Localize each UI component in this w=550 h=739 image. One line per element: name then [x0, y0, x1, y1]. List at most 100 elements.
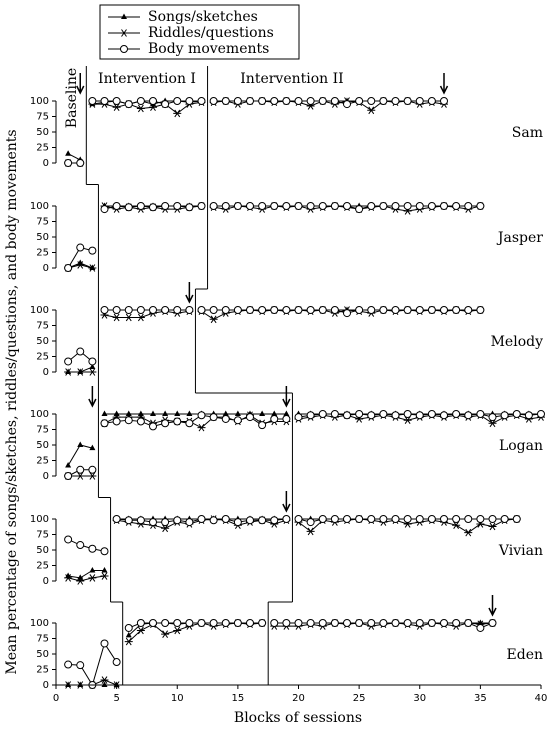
marker — [464, 411, 473, 420]
marker — [100, 572, 109, 580]
marker — [355, 306, 364, 314]
y-tick-label: 100 — [30, 201, 49, 212]
marker — [185, 306, 194, 314]
marker — [209, 516, 218, 525]
marker — [65, 150, 72, 156]
x-tick-label: 25 — [353, 693, 366, 704]
series-line — [67, 444, 93, 466]
marker — [452, 202, 461, 210]
marker — [379, 306, 388, 314]
marker — [234, 410, 241, 416]
y-tick-label: 75 — [36, 425, 49, 436]
marker — [343, 309, 351, 318]
marker — [294, 515, 303, 523]
marker — [246, 413, 254, 422]
marker — [440, 515, 448, 523]
marker — [209, 413, 218, 422]
marker — [258, 97, 267, 105]
marker — [64, 159, 73, 167]
marker — [367, 619, 376, 627]
marker — [162, 410, 169, 416]
marker — [343, 515, 351, 523]
marker — [258, 306, 267, 314]
marker — [391, 306, 400, 314]
marker — [355, 97, 364, 105]
y-tick-label: 50 — [36, 649, 49, 660]
marker — [112, 515, 121, 523]
marker — [88, 472, 97, 480]
marker — [77, 259, 84, 266]
marker — [318, 515, 327, 523]
marker — [233, 619, 242, 627]
marker — [174, 410, 181, 416]
marker — [100, 419, 109, 428]
marker — [173, 109, 182, 118]
marker — [76, 368, 85, 376]
marker — [149, 103, 157, 111]
marker — [355, 619, 364, 627]
marker — [161, 419, 170, 428]
y-tick-label: 50 — [36, 545, 49, 556]
marker — [246, 516, 254, 525]
marker — [173, 202, 182, 210]
marker — [197, 202, 206, 210]
marker — [476, 202, 485, 210]
marker — [209, 306, 218, 314]
marker — [64, 368, 73, 376]
y-tick-label: 0 — [43, 367, 49, 378]
marker — [246, 619, 254, 627]
marker — [124, 203, 133, 212]
marker — [330, 515, 339, 523]
marker — [427, 97, 436, 105]
marker — [124, 623, 133, 632]
marker — [403, 202, 412, 210]
marker — [488, 419, 497, 428]
y-tick-label: 75 — [36, 634, 49, 645]
marker — [415, 306, 424, 314]
y-tick-label: 75 — [36, 530, 49, 541]
marker — [258, 421, 267, 430]
series-line — [92, 100, 202, 105]
y-tick-label: 0 — [43, 576, 49, 587]
marker — [258, 202, 267, 210]
marker — [403, 410, 412, 418]
marker — [282, 414, 291, 423]
marker — [161, 306, 170, 314]
marker — [149, 306, 157, 314]
marker — [246, 306, 254, 314]
marker — [379, 515, 388, 523]
marker — [100, 205, 109, 214]
marker — [270, 97, 279, 105]
panel-label: Jasper — [496, 230, 543, 246]
marker — [391, 411, 400, 420]
series-line — [128, 622, 263, 642]
marker — [161, 619, 170, 627]
marker — [294, 202, 303, 210]
marker — [343, 619, 351, 627]
marker — [100, 639, 109, 648]
marker — [464, 619, 473, 627]
legend-label: Riddles/questions — [148, 25, 274, 41]
marker — [367, 411, 376, 420]
marker — [64, 264, 73, 272]
marker — [197, 411, 206, 420]
y-tick-label: 100 — [30, 514, 49, 525]
marker — [173, 306, 182, 314]
series-line — [92, 100, 202, 105]
panel-label: Eden — [507, 647, 543, 663]
marker — [150, 410, 156, 416]
x-tick-label: 10 — [171, 693, 184, 704]
marker — [415, 411, 424, 420]
marker — [65, 572, 72, 579]
marker — [306, 527, 315, 536]
y-axis-label: Mean percentage of songs/sketches, riddl… — [4, 129, 20, 674]
marker — [391, 515, 400, 523]
marker — [101, 410, 108, 416]
x-tick-label: 35 — [474, 693, 487, 704]
marker — [476, 410, 485, 418]
marker — [464, 528, 473, 537]
marker — [464, 202, 473, 210]
marker — [403, 619, 412, 627]
marker — [500, 411, 509, 420]
